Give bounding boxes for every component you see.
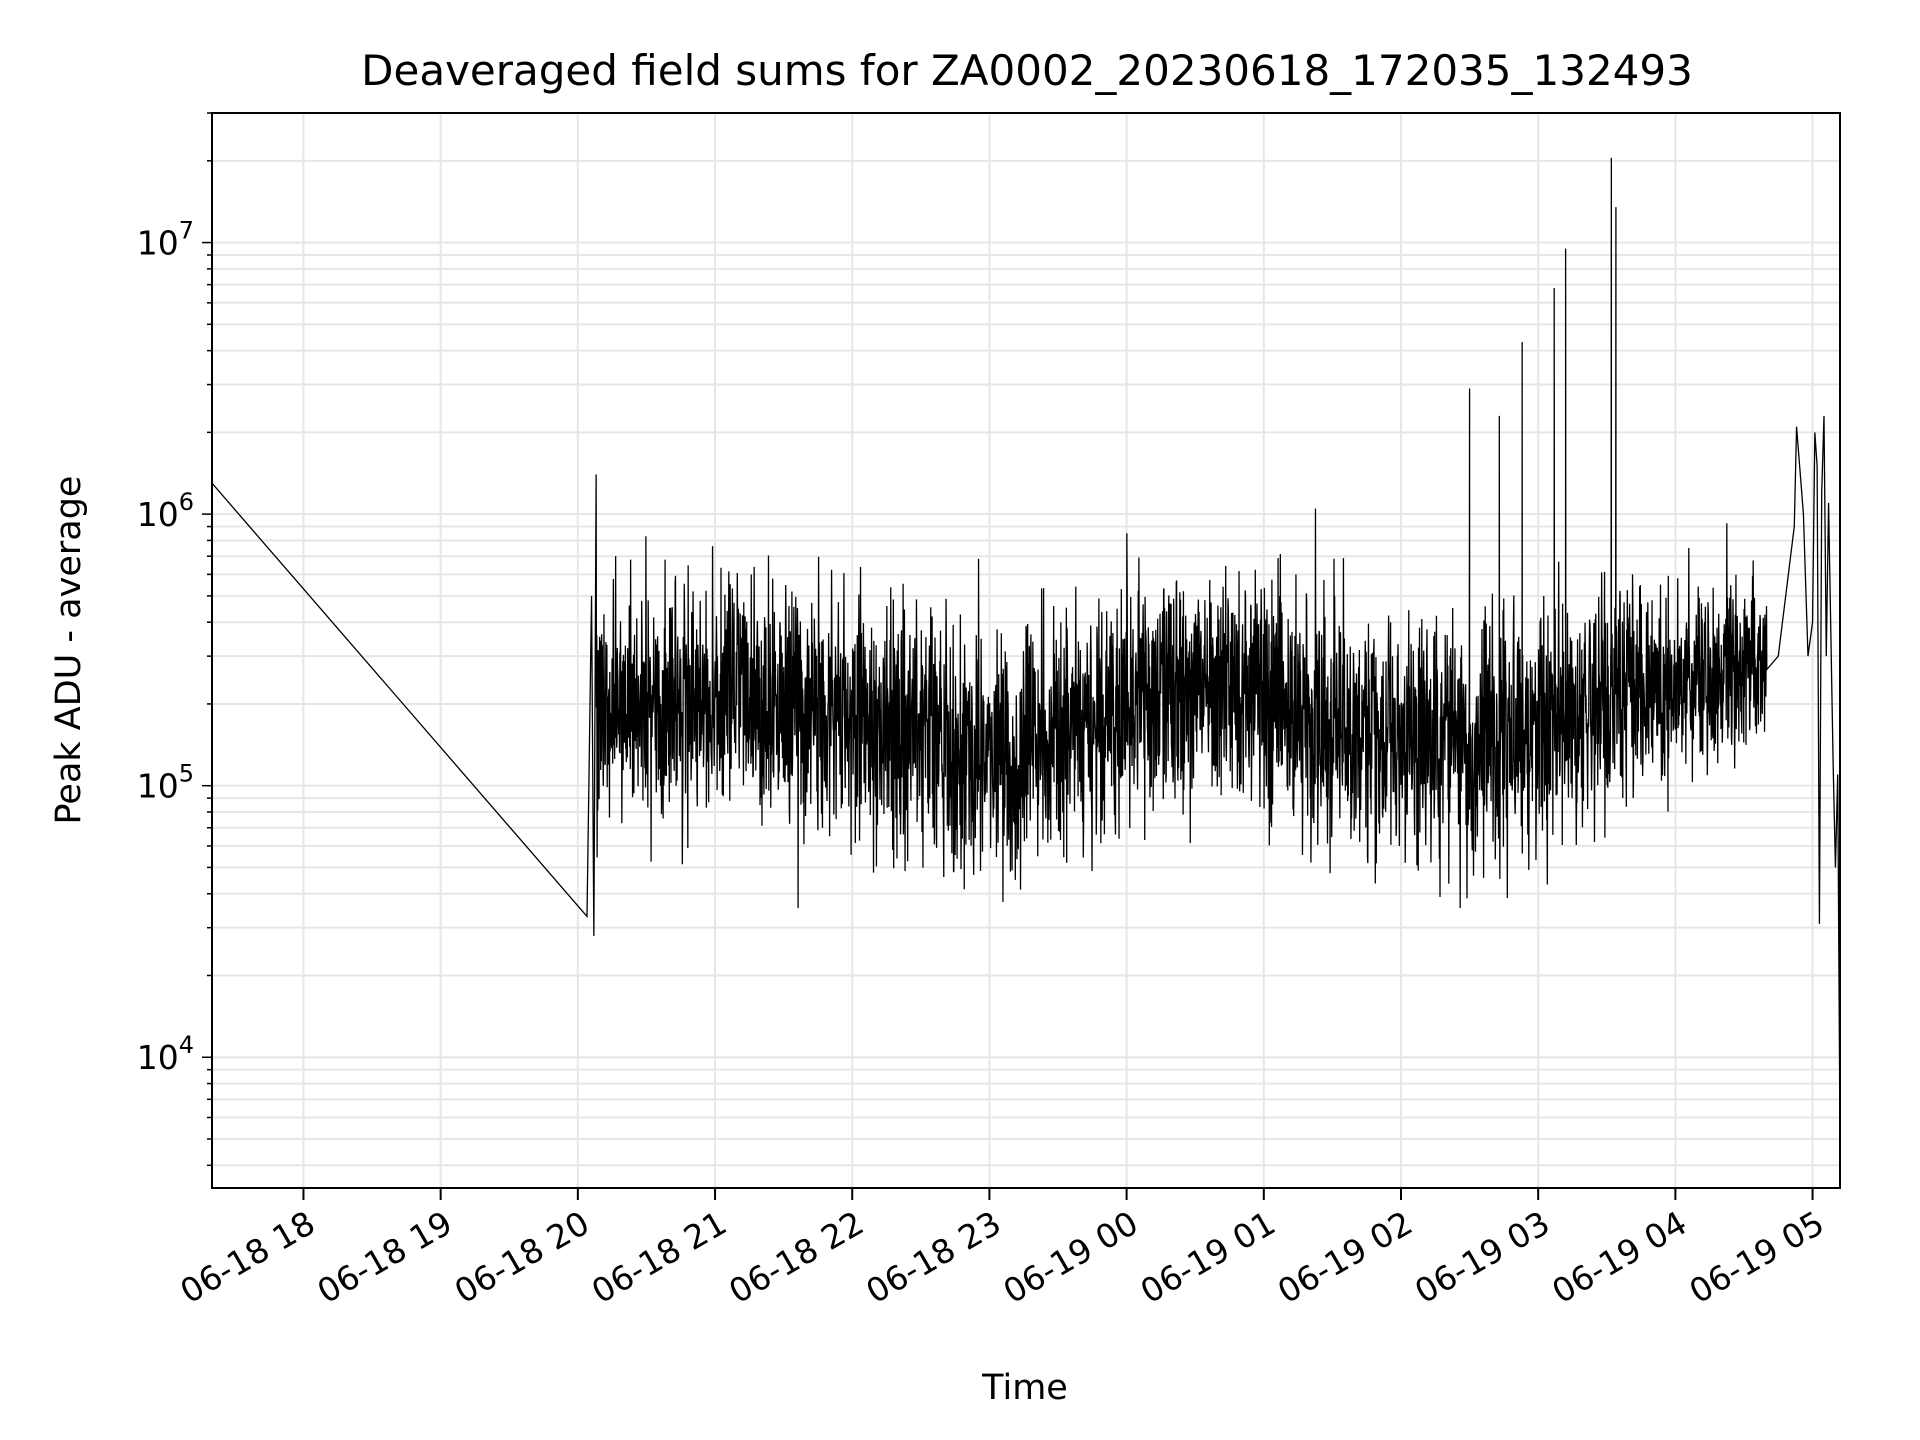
y-tick-label: 107 xyxy=(137,217,194,263)
x-axis-title: Time xyxy=(981,1368,1068,1408)
y-axis-title: Peak ADU - average xyxy=(49,476,89,825)
y-tick-exponent: 6 xyxy=(179,488,194,516)
y-tick-base: 10 xyxy=(137,495,179,534)
y-tick-base: 10 xyxy=(137,1038,179,1077)
plot-frame xyxy=(211,112,1841,1189)
y-tick-label: 104 xyxy=(137,1031,194,1077)
y-tick-base: 10 xyxy=(137,767,179,806)
y-tick-exponent: 7 xyxy=(179,217,194,245)
series-line xyxy=(212,157,1840,1140)
y-tick-base: 10 xyxy=(137,224,179,263)
y-tick-exponent: 4 xyxy=(179,1031,194,1059)
y-tick-exponent: 5 xyxy=(179,760,194,788)
y-tick-label: 106 xyxy=(137,488,194,534)
plot-area xyxy=(212,157,1840,1140)
y-tick-label: 105 xyxy=(137,760,194,806)
chart-title: Deaveraged field sums for ZA0002_2023061… xyxy=(361,46,1693,95)
